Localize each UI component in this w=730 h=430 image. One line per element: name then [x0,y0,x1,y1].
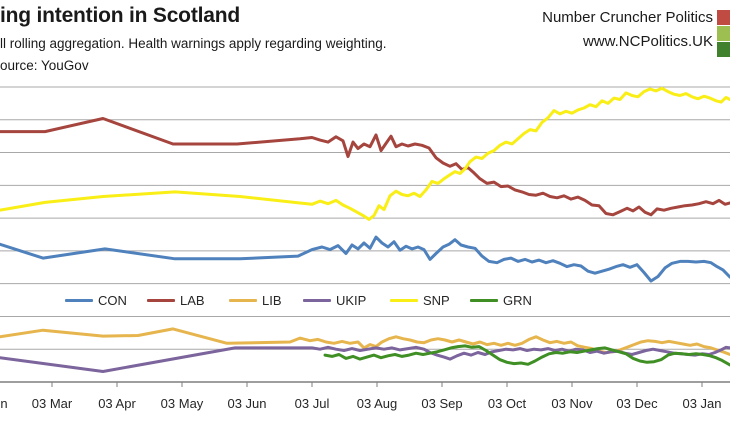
series-line-snp [0,86,730,221]
brand-logo [717,10,730,58]
x-axis-label: 03 Jun [227,396,267,411]
legend-swatch-snp [390,298,418,302]
legend-item-ukip: UKIP [303,291,366,309]
legend-swatch-grn [470,298,498,302]
legend-label: UKIP [336,292,367,308]
legend-label: GRN [503,292,532,308]
x-axis-label: 03 Nov [551,396,593,411]
legend-label: LIB [262,292,282,308]
legend-swatch-ukip [303,298,331,302]
x-axis-label: 03 Aug [356,396,398,411]
legend-label: CON [98,292,127,308]
chart-subtitle: ll rolling aggregation. Health warnings … [0,36,387,51]
series-line-lib [0,327,730,356]
legend-item-lib: LIB [229,291,282,309]
chart-legend: CON LAB LIB UKIP SNP GRN [0,291,730,309]
legend-swatch-lib [229,298,257,302]
legend-label: LAB [180,292,205,308]
x-axis-label: 03 Jul [294,396,330,411]
legend-swatch-lab [147,298,175,302]
legend-swatch-con [65,298,93,302]
legend-item-con: CON [65,291,127,309]
legend-item-snp: SNP [390,291,450,309]
chart-title: ing intention in Scotland [0,4,240,27]
x-axis-label: 03 Jan [682,396,722,411]
brand-name: Number Cruncher Politics [542,9,713,26]
series-line-con [0,235,730,283]
x-axis-labels: n 03 Mar 03 Apr 03 May 03 Jun 03 Jul 03 Aug 03 … [0,396,730,416]
legend-item-lab: LAB [147,291,205,309]
brand-logo-square-2 [717,42,730,57]
x-axis-label: 03 May [160,396,204,411]
x-axis-label: 03 Apr [98,396,136,411]
x-axis-label: n [0,396,8,411]
series-line-lab [0,117,730,217]
legend-item-grn: GRN [470,291,532,309]
brand-url: www.NCPolitics.UK [582,33,713,50]
x-axis-label: 03 Mar [31,396,73,411]
legend-label: SNP [423,292,450,308]
chart-source: ource: YouGov [0,58,89,73]
x-axis-label: 03 Oct [487,396,527,411]
brand-logo-square-0 [717,10,730,25]
brand-logo-square-1 [717,26,730,41]
series-line-ukip [0,345,730,373]
x-axis-label: 03 Dec [616,396,658,411]
x-axis-label: 03 Sep [421,396,463,411]
series-line-grn [323,344,730,367]
